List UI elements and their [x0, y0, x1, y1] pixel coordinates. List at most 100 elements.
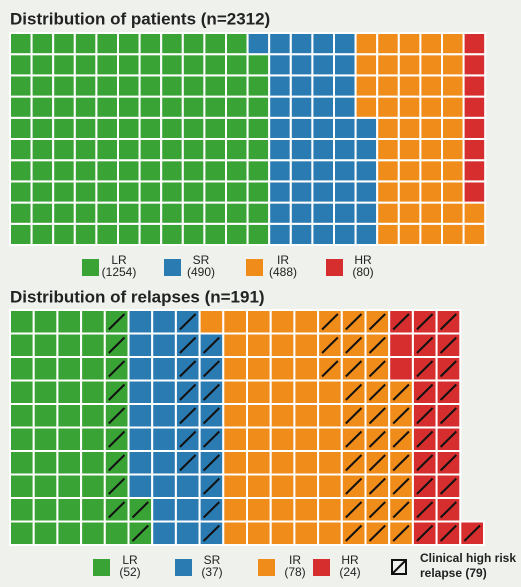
waffle-cell — [268, 95, 292, 119]
waffle-cell — [354, 32, 379, 56]
hatch-mark — [392, 454, 410, 472]
waffle-cell — [151, 403, 177, 429]
hatch-mark — [368, 454, 386, 472]
waffle-cell — [246, 426, 272, 452]
waffle-cell — [181, 53, 206, 77]
waffle-cell — [354, 201, 379, 225]
legend-swatch — [258, 559, 275, 576]
waffle-cell — [354, 53, 379, 77]
waffle-cell — [376, 74, 400, 98]
hatch-mark — [345, 454, 363, 472]
waffle-cell — [117, 53, 141, 77]
hatch-mark — [439, 477, 458, 495]
waffle-cell — [289, 138, 314, 162]
waffle-cell — [354, 138, 379, 162]
hatch-mark — [345, 336, 363, 354]
waffle-cell — [441, 222, 465, 247]
waffle-cell — [269, 426, 296, 452]
legend-label: SR — [193, 253, 210, 267]
waffle-cell — [462, 159, 487, 183]
waffle-cell — [181, 74, 206, 98]
waffle-cell — [198, 309, 225, 335]
waffle-cell — [225, 138, 249, 162]
waffle-cell — [181, 116, 206, 141]
waffle-cell — [73, 138, 98, 162]
waffle-cell — [419, 180, 443, 204]
hatch-mark — [345, 313, 363, 331]
hatch-mark — [416, 454, 434, 472]
waffle-cell — [9, 332, 35, 358]
waffle-cell — [462, 95, 487, 119]
hatch-mark — [108, 313, 126, 331]
waffle-cell — [117, 222, 141, 247]
waffle-cell — [95, 180, 120, 204]
waffle-cell — [376, 53, 400, 77]
waffle-cell — [225, 53, 249, 77]
waffle-cell — [95, 74, 120, 98]
legend-label: IR — [277, 253, 289, 267]
waffle-cell — [354, 74, 379, 98]
waffle-cell — [246, 95, 271, 119]
waffle-cell — [397, 116, 422, 141]
legend-hatch-icon — [391, 559, 407, 575]
waffle-cell — [293, 309, 320, 335]
waffle-cell — [151, 426, 177, 452]
waffle-cell — [95, 222, 120, 247]
waffle-cell — [203, 32, 227, 56]
waffle-cell — [160, 201, 184, 225]
legend-value: (52) — [119, 565, 140, 579]
waffle-cell — [376, 222, 400, 247]
waffle-cell — [293, 473, 320, 499]
waffle-cell — [246, 379, 272, 405]
hatch-mark — [416, 336, 434, 354]
waffle-cell — [222, 520, 249, 546]
legend-label: SR — [204, 553, 221, 567]
waffle-cell — [73, 53, 98, 77]
waffle-cell — [138, 180, 163, 204]
waffle-cell — [419, 74, 443, 98]
waffle-cell — [127, 356, 154, 382]
legend-value: (1254) — [102, 265, 137, 279]
waffle-cell — [419, 116, 443, 141]
legend-swatch — [82, 259, 99, 276]
waffle-cell — [117, 180, 141, 204]
waffle-cell — [151, 332, 177, 358]
waffle-cell — [397, 95, 422, 119]
hatch-mark — [392, 524, 410, 542]
hatch-mark — [368, 501, 386, 519]
waffle-cell — [95, 159, 120, 183]
waffle-cell — [289, 201, 314, 225]
waffle-cell — [333, 32, 357, 56]
hatch-mark — [392, 383, 410, 401]
waffle-cell — [181, 32, 206, 56]
waffle-cell — [268, 201, 292, 225]
waffle-cell — [203, 159, 227, 183]
waffle-cell — [419, 32, 443, 56]
hatch-mark — [392, 477, 410, 495]
waffle-cell — [376, 180, 400, 204]
waffle-cell — [311, 222, 335, 247]
waffle-cell — [269, 450, 296, 476]
waffle-cell — [181, 159, 206, 183]
waffle-cell — [462, 180, 487, 204]
hatch-mark — [345, 360, 363, 378]
waffle-cell — [56, 309, 83, 335]
waffle-cell — [95, 32, 120, 56]
waffle-cell — [462, 32, 487, 56]
hatch-mark — [416, 501, 434, 519]
hatch-mark — [345, 430, 363, 448]
hatch-mark — [202, 524, 221, 542]
waffle-cell — [30, 116, 55, 141]
waffle-cell — [246, 53, 271, 77]
waffle-cell — [80, 520, 106, 546]
waffle-cell — [138, 53, 163, 77]
waffle-cell — [32, 356, 59, 382]
waffle-cell — [117, 159, 141, 183]
waffle-cell — [269, 379, 296, 405]
waffle-cell — [269, 497, 296, 523]
waffle-cell — [9, 159, 33, 183]
waffle-cell — [268, 32, 292, 56]
hatch-mark — [179, 407, 197, 425]
hatch-mark — [416, 383, 434, 401]
waffle-cell — [462, 138, 487, 162]
